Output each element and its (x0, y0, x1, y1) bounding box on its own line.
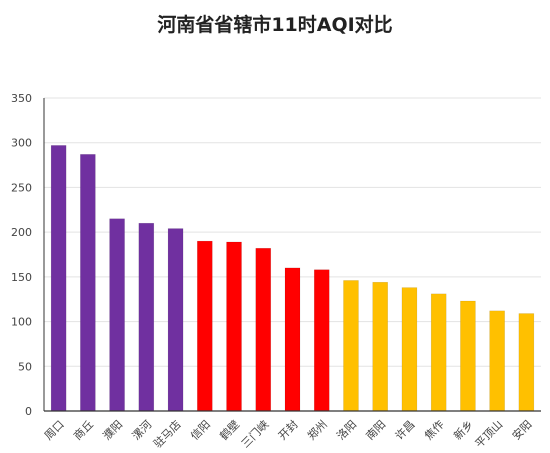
x-tick-label: 濮阳 (100, 417, 125, 442)
bar (284, 267, 301, 412)
y-tick-label: 50 (18, 360, 32, 373)
x-tick-label: 信阳 (188, 418, 213, 443)
bar (343, 280, 359, 412)
x-tick-label: 商丘 (71, 417, 96, 442)
bar (50, 145, 67, 412)
bar (430, 293, 447, 412)
y-tick-label: 0 (25, 405, 32, 418)
bar (313, 269, 330, 412)
y-tick-label: 350 (11, 92, 32, 105)
y-tick-label: 150 (11, 271, 32, 284)
bar (138, 222, 155, 412)
x-tick-label: 周口 (42, 418, 67, 443)
x-tick-label: 开封 (275, 417, 300, 442)
chart-title: 河南省省辖市11时AQI对比 (157, 14, 393, 36)
y-tick-label: 200 (11, 226, 32, 239)
y-tick-label: 100 (11, 316, 32, 329)
bar (109, 218, 125, 412)
y-tick-label: 250 (11, 181, 32, 194)
bar (460, 300, 476, 412)
bar (372, 281, 388, 412)
x-tick-label: 三门峡 (238, 417, 271, 450)
x-tick-label: 许昌 (393, 418, 418, 443)
bar (226, 241, 242, 412)
bar (80, 154, 96, 412)
x-tick-label: 南阳 (364, 418, 389, 443)
x-tick-label: 鹤壁 (217, 417, 242, 442)
x-tick-label: 安阳 (509, 417, 534, 442)
x-tick-label: 焦作 (422, 418, 447, 443)
bar (167, 228, 184, 412)
bar (489, 310, 505, 412)
x-tick-label: 平顶山 (473, 418, 506, 451)
x-tick-label: 驻马店 (150, 417, 183, 450)
bar (255, 247, 272, 412)
x-tick-label: 郑州 (304, 417, 329, 442)
bar (401, 287, 418, 412)
bar (518, 313, 535, 412)
x-tick-label: 新乡 (451, 417, 476, 442)
y-tick-label: 300 (11, 137, 32, 150)
bar (197, 240, 213, 412)
x-tick-label: 漯河 (130, 418, 155, 443)
x-tick-label: 洛阳 (334, 417, 359, 442)
